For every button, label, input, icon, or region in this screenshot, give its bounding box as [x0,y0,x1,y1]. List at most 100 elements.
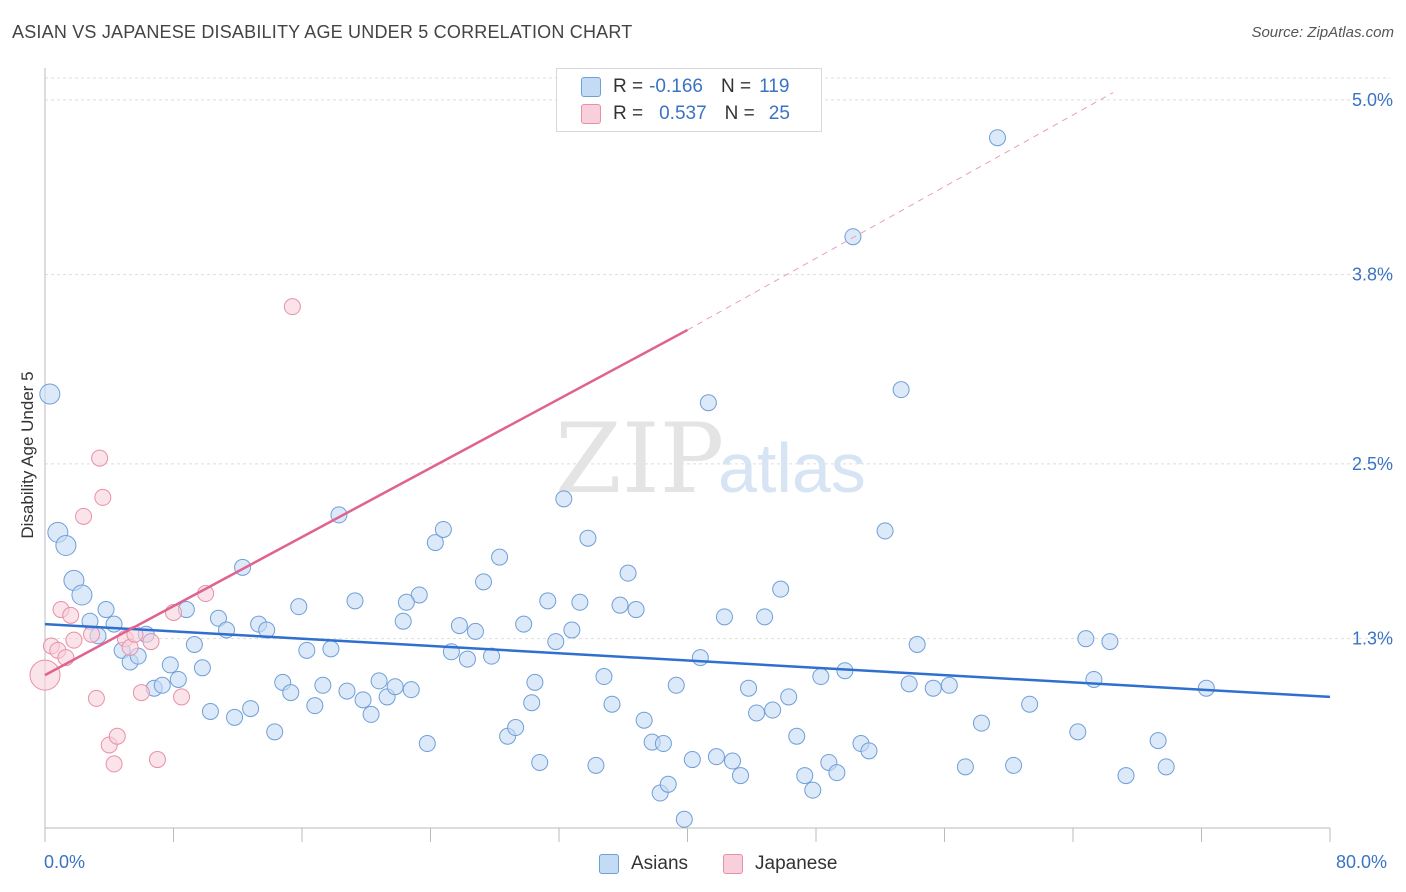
data-point-asians [892,381,910,399]
data-point-asians [242,700,260,718]
gridlines [45,77,1390,640]
data-point-asians [483,647,501,665]
legend-row-japanese: R = 0.537 N = 25 [581,100,790,128]
data-point-asians [1157,758,1175,776]
data-point-asians [772,580,790,598]
data-point-asians [804,781,822,799]
data-point-japanese [62,606,80,624]
data-point-asians [185,636,203,654]
data-point-asians [654,735,672,753]
data-point-asians [458,650,476,668]
data-point-asians [450,617,468,635]
legend-swatch-asians [599,854,619,874]
data-point-asians [466,622,484,640]
data-point-asians [314,676,332,694]
legend-n-value: 119 [759,76,790,97]
trend-lines [44,92,1331,699]
data-point-asians [426,534,444,552]
data-point-asians [956,758,974,776]
data-point-asians [659,775,677,793]
series-japanese [29,298,301,773]
data-point-asians [748,704,766,722]
data-point-asians [723,752,741,770]
data-point-asians [258,621,276,639]
legend-n-value: 25 [768,103,790,124]
y-tick-label: 1.3% [1352,629,1393,649]
data-point-asians [1149,732,1167,750]
legend-item-japanese[interactable]: Japanese [723,850,837,878]
legend-swatch-asians [581,77,601,97]
data-point-asians [691,649,709,667]
data-point-asians [523,694,541,712]
data-point-asians [756,608,774,626]
axes [44,68,1331,842]
data-point-asians [71,584,93,606]
data-point-asians [306,697,324,715]
data-point-asians [876,522,894,540]
watermark-zip: ZIP [555,403,724,515]
data-point-japanese [132,684,150,702]
data-point-asians [764,701,782,719]
legend-item-asians[interactable]: Asians [599,850,688,878]
data-point-asians [434,520,452,538]
legend-r-label: R = [613,76,644,97]
legend-r-value: 0.537 [659,103,707,124]
watermark: ZIP atlas [555,403,866,515]
data-point-japanese [91,449,109,467]
data-point-asians [627,601,645,619]
data-point-japanese [173,688,191,706]
data-point-asians [740,679,758,697]
y-tick-label: 5.0% [1352,90,1393,110]
data-point-asians [732,767,750,785]
data-point-asians [715,608,733,626]
data-point-asians [226,708,244,726]
data-point-asians [989,129,1007,147]
legend-label-asians: Asians [631,853,689,874]
data-point-asians [97,601,115,619]
y-tick-label: 2.5% [1352,454,1393,474]
data-point-asians [418,735,436,753]
data-point-asians [354,691,372,709]
data-point-asians [169,670,187,688]
data-point-asians [362,705,380,723]
data-point-asians [370,672,388,690]
data-point-asians [603,695,621,713]
data-point-asians [900,675,918,693]
x-tick-min: 0.0% [44,852,86,872]
x-tick-max: 80.0% [1336,852,1388,872]
data-point-asians [39,383,61,405]
data-point-asians [153,676,171,694]
data-point-asians [788,727,806,745]
trend-line-asians [44,622,1331,699]
data-point-asians [587,756,605,774]
data-point-asians [526,673,544,691]
source-label: Source: ZipAtlas.com [1251,24,1394,41]
data-point-asians [844,228,862,246]
data-point-asians [812,668,830,686]
legend-r-label: R = [613,103,644,124]
data-point-asians [1101,633,1119,651]
data-point-asians [475,573,493,591]
data-point-asians [539,592,557,610]
legend-r-value: -0.166 [649,76,703,97]
data-point-asians [683,751,701,769]
data-point-asians [547,633,565,651]
watermark-atlas: atlas [718,429,866,507]
data-point-japanese [94,488,112,506]
data-point-japanese [65,631,83,649]
y-tick-labels: 1.3% 2.5% 3.8% 5.0% [1352,90,1393,649]
legend-n-label: N = [720,76,752,97]
data-point-asians [338,682,356,700]
data-point-asians [1077,630,1095,648]
data-point-asians [635,711,653,729]
data-point-asians [828,764,846,782]
data-point-asians [507,719,525,737]
data-point-asians [193,659,211,677]
data-point-asians [1117,767,1135,785]
data-point-asians [780,688,798,706]
data-point-asians [55,534,77,556]
data-point-asians [410,586,428,604]
data-point-japanese [75,507,93,525]
data-point-asians [860,742,878,760]
